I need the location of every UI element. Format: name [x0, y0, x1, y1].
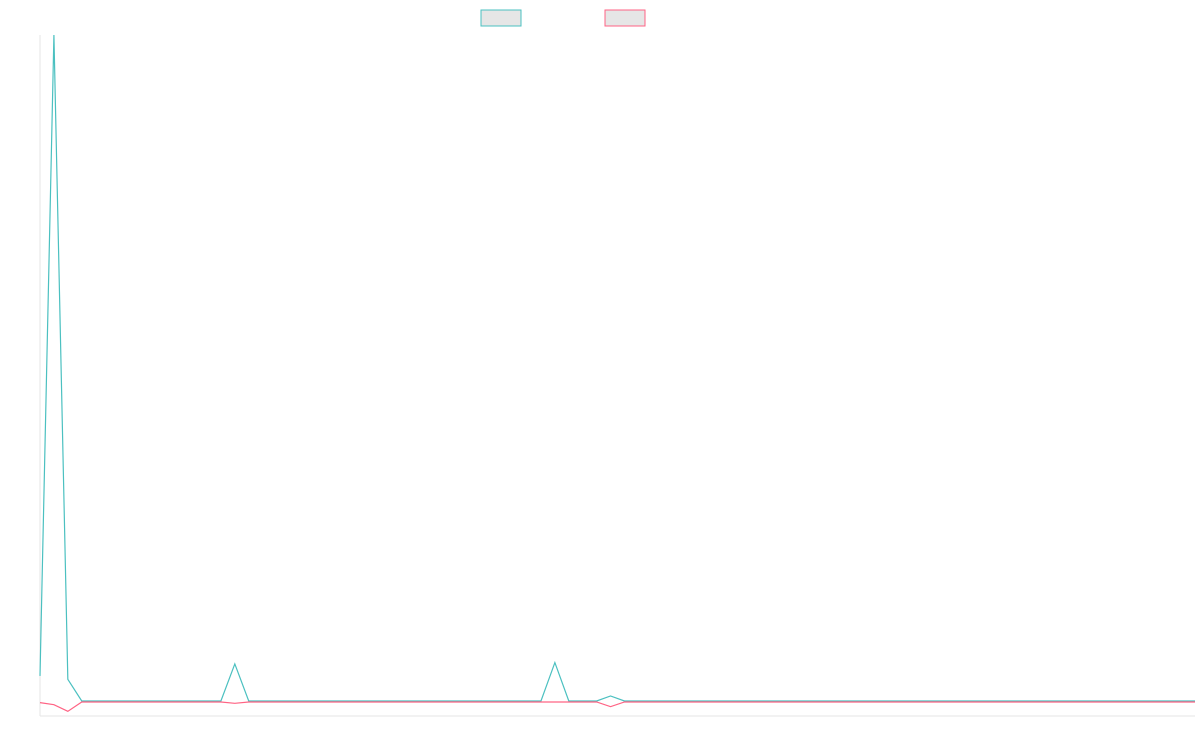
legend-swatch-2[interactable] [604, 9, 646, 27]
series-line-2 [39, 701, 1195, 713]
legend-swatch-1[interactable] [480, 9, 522, 27]
axes [39, 35, 1195, 717]
series-layer [39, 34, 1195, 713]
series-line-1 [39, 34, 1195, 702]
legend[interactable] [480, 9, 646, 27]
